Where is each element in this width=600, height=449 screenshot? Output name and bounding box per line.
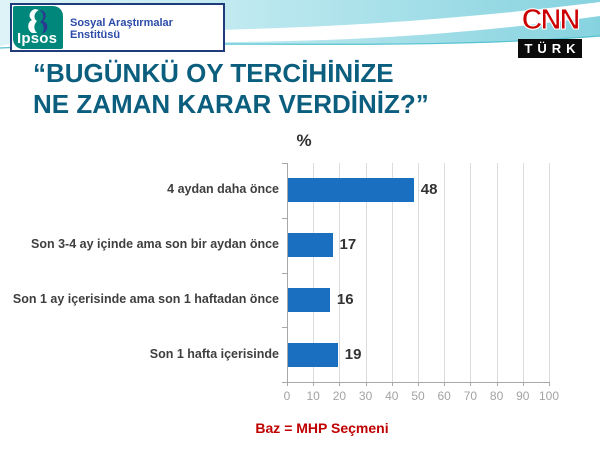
y-axis-tick: [282, 217, 287, 219]
gridline-30: [365, 163, 367, 382]
category-label-1: Son 3-4 ay içinde ama son bir aydan önce: [31, 237, 279, 252]
slide-title: “BUGÜNKÜ OY TERCİHİNİZE NE ZAMAN KARAR V…: [33, 58, 429, 120]
x-axis-label-80: 80: [489, 389, 504, 403]
ipsos-logo-text: Ipsos: [17, 30, 58, 47]
bar-3: [288, 342, 338, 367]
y-axis-tick: [282, 382, 287, 383]
x-axis-label-60: 60: [437, 389, 451, 403]
x-axis-label-100: 100: [538, 389, 560, 403]
cnn-logo-text: CNN: [522, 4, 579, 35]
x-axis-tick-30: [365, 382, 367, 386]
x-axis-label-70: 70: [463, 389, 478, 403]
cnn-turk-logo: CNN TÜRK: [514, 2, 586, 58]
x-axis-label-40: 40: [385, 389, 399, 403]
value-label-2: 16: [336, 290, 354, 308]
value-label-1: 17: [339, 236, 357, 254]
gridline-90: [522, 163, 524, 382]
y-axis-tick: [282, 327, 287, 329]
x-axis-label-10: 10: [306, 389, 320, 403]
percent-unit-label: %: [296, 131, 312, 150]
gridline-40: [391, 163, 393, 382]
y-axis-tick: [282, 163, 287, 164]
category-label-3: Son 1 hafta içerisinde: [149, 346, 279, 361]
x-axis-tick-70: [470, 382, 472, 386]
x-axis-label-30: 30: [358, 389, 373, 403]
ipsos-logo: Ipsos: [13, 6, 63, 49]
gridline-100: [549, 163, 550, 382]
x-axis-tick-50: [418, 382, 419, 386]
x-axis-label-20: 20: [332, 389, 347, 403]
bar-1: [288, 233, 333, 258]
y-axis-tick: [282, 272, 287, 274]
gridline-10: [313, 163, 315, 382]
gridline-50: [418, 163, 419, 382]
x-axis-tick-90: [522, 382, 524, 386]
turk-logo-text: TÜRK: [518, 39, 582, 58]
gridline-80: [496, 163, 498, 382]
x-axis-tick-60: [444, 382, 446, 386]
ipsos-faces-icon: [28, 9, 48, 34]
x-axis-tick-100: [549, 382, 550, 386]
ipsos-logo-box: Ipsos Sosyal Araştırmalar Enstitüsü: [10, 3, 225, 52]
cnn-logo-icon: CNN: [521, 3, 581, 36]
x-axis-tick-10: [313, 382, 315, 386]
institute-label: Sosyal Araştırmalar Enstitüsü: [70, 17, 173, 41]
category-label-2: Son 1 ay içerisinde ama son 1 haftadan ö…: [12, 291, 279, 306]
x-axis-label-0: 0: [283, 389, 291, 403]
x-axis-tick-80: [496, 382, 498, 386]
slide-title-line2: NE ZAMAN KARAR VERDİNİZ?”: [33, 89, 429, 119]
bar-2: [288, 287, 330, 312]
gridline-60: [444, 163, 446, 382]
x-axis-tick-40: [391, 382, 393, 386]
x-axis-label-90: 90: [516, 389, 530, 403]
x-axis-tick-20: [339, 382, 341, 386]
value-label-0: 48: [420, 181, 438, 199]
base-note: Baz = MHP Seçmeni: [255, 420, 389, 436]
bar-0: [288, 178, 414, 203]
x-axis-tick-0: [287, 382, 288, 386]
value-label-3: 19: [344, 345, 362, 363]
x-axis-label-50: 50: [411, 389, 425, 403]
y-axis-line: [287, 163, 288, 382]
slide-title-line1: “BUGÜNKÜ OY TERCİHİNİZE: [33, 58, 394, 88]
category-label-0: 4 aydan daha önce: [167, 182, 279, 197]
gridline-70: [470, 163, 472, 382]
gridline-20: [339, 163, 341, 382]
